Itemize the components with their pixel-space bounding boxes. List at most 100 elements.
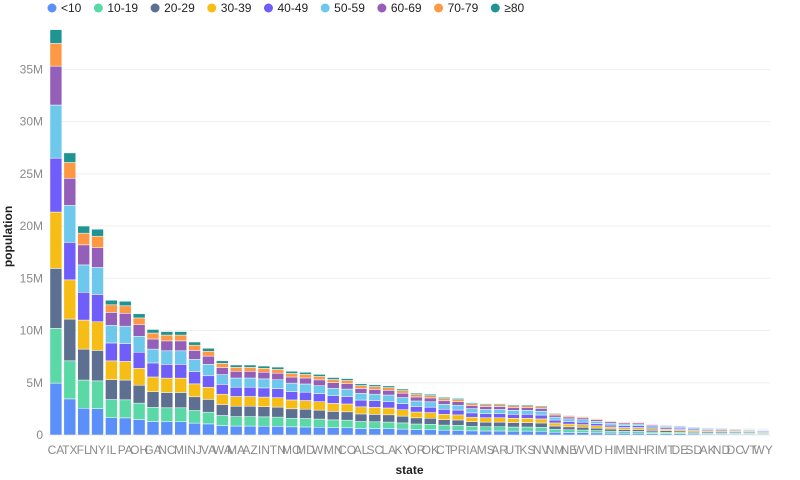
bar-segment[interactable] xyxy=(576,432,590,436)
bar-segment[interactable] xyxy=(590,425,603,429)
bar-segment[interactable] xyxy=(257,387,271,398)
bar-segment[interactable] xyxy=(396,415,409,424)
bar-segment[interactable] xyxy=(160,331,174,336)
bar-segment[interactable] xyxy=(105,304,118,313)
bar-segment[interactable] xyxy=(562,423,576,428)
bar-segment[interactable] xyxy=(105,312,118,326)
bar-segment[interactable] xyxy=(437,414,451,420)
bar-segment[interactable] xyxy=(382,421,395,429)
bar-segment[interactable] xyxy=(160,407,174,423)
bar-segment[interactable] xyxy=(243,425,257,436)
bar-segment[interactable] xyxy=(146,391,160,408)
bar-segment[interactable] xyxy=(382,407,395,416)
bar-segment[interactable] xyxy=(521,407,534,411)
bar-segment[interactable] xyxy=(632,431,645,434)
bar-segment[interactable] xyxy=(49,211,63,269)
bar-segment[interactable] xyxy=(229,367,243,372)
bar-segment[interactable] xyxy=(424,418,437,425)
bar-segment[interactable] xyxy=(521,410,534,415)
bar-segment[interactable] xyxy=(493,406,506,410)
bar-segment[interactable] xyxy=(382,428,395,436)
bar-segment[interactable] xyxy=(548,412,562,415)
bar-segment[interactable] xyxy=(243,416,257,427)
bar-segment[interactable] xyxy=(49,65,63,106)
bar-segment[interactable] xyxy=(63,242,77,281)
bar-segment[interactable] xyxy=(437,398,451,402)
bar-segment[interactable] xyxy=(105,417,118,436)
bar-segment[interactable] xyxy=(521,414,534,419)
bar-segment[interactable] xyxy=(618,427,631,430)
bar-segment[interactable] xyxy=(437,397,451,399)
bar-segment[interactable] xyxy=(132,419,146,436)
bar-segment[interactable] xyxy=(229,416,243,427)
bar-segment[interactable] xyxy=(479,413,492,419)
bar-segment[interactable] xyxy=(243,371,257,379)
bar-segment[interactable] xyxy=(271,406,284,418)
bar-segment[interactable] xyxy=(493,404,506,407)
bar-segment[interactable] xyxy=(632,423,645,426)
bar-segment[interactable] xyxy=(313,379,326,386)
bar-segment[interactable] xyxy=(368,414,382,423)
bar-segment[interactable] xyxy=(299,383,312,393)
bar-segment[interactable] xyxy=(451,409,465,416)
bar-segment[interactable] xyxy=(465,412,479,418)
bar-segment[interactable] xyxy=(507,414,520,419)
bar-segment[interactable] xyxy=(396,422,409,430)
bar-segment[interactable] xyxy=(382,385,395,388)
bar-segment[interactable] xyxy=(535,405,548,407)
bar-segment[interactable] xyxy=(410,400,423,407)
bar-segment[interactable] xyxy=(243,377,257,388)
bar-segment[interactable] xyxy=(548,416,562,421)
bar-segment[interactable] xyxy=(521,405,534,408)
bar-segment[interactable] xyxy=(299,408,312,419)
bar-segment[interactable] xyxy=(382,414,395,423)
bar-segment[interactable] xyxy=(146,421,160,436)
bar-segment[interactable] xyxy=(285,376,298,384)
bar-segment[interactable] xyxy=(327,419,340,428)
bar-segment[interactable] xyxy=(562,432,576,436)
bar-segment[interactable] xyxy=(382,394,395,402)
bar-segment[interactable] xyxy=(49,104,63,159)
bar-segment[interactable] xyxy=(146,362,160,378)
bar-segment[interactable] xyxy=(451,401,465,406)
bar-segment[interactable] xyxy=(91,235,104,248)
bar-segment[interactable] xyxy=(479,430,492,436)
bar-segment[interactable] xyxy=(285,382,298,392)
bar-segment[interactable] xyxy=(174,350,187,365)
bar-segment[interactable] xyxy=(271,426,284,436)
bar-segment[interactable] xyxy=(562,418,576,422)
bar-segment[interactable] xyxy=(63,318,77,362)
bar-segment[interactable] xyxy=(257,368,271,373)
bar-segment[interactable] xyxy=(146,329,160,334)
bar-segment[interactable] xyxy=(160,377,174,393)
bar-segment[interactable] xyxy=(285,408,298,419)
bar-segment[interactable] xyxy=(49,29,63,44)
bar-segment[interactable] xyxy=(77,408,90,436)
bar-segment[interactable] xyxy=(604,422,617,426)
bar-segment[interactable] xyxy=(132,402,146,420)
bar-segment[interactable] xyxy=(63,162,77,179)
bar-segment[interactable] xyxy=(243,386,257,397)
bar-segment[interactable] xyxy=(576,429,590,433)
bar-segment[interactable] xyxy=(188,410,201,424)
bar-segment[interactable] xyxy=(243,364,257,368)
bar-segment[interactable] xyxy=(535,414,548,420)
bar-segment[interactable] xyxy=(202,423,215,436)
bar-segment[interactable] xyxy=(63,152,77,163)
bar-segment[interactable] xyxy=(146,332,160,340)
bar-segment[interactable] xyxy=(437,409,451,415)
bar-segment[interactable] xyxy=(576,427,590,431)
bar-segment[interactable] xyxy=(340,411,354,421)
bar-segment[interactable] xyxy=(132,368,146,386)
bar-segment[interactable] xyxy=(285,417,298,428)
bar-segment[interactable] xyxy=(271,397,284,408)
bar-segment[interactable] xyxy=(188,396,201,411)
bar-segment[interactable] xyxy=(91,247,104,268)
bar-segment[interactable] xyxy=(632,429,645,432)
bar-segment[interactable] xyxy=(91,408,104,436)
bar-segment[interactable] xyxy=(146,338,160,350)
bar-segment[interactable] xyxy=(493,403,506,405)
bar-segment[interactable] xyxy=(493,421,506,428)
bar-segment[interactable] xyxy=(327,427,340,436)
bar-segment[interactable] xyxy=(216,404,229,416)
